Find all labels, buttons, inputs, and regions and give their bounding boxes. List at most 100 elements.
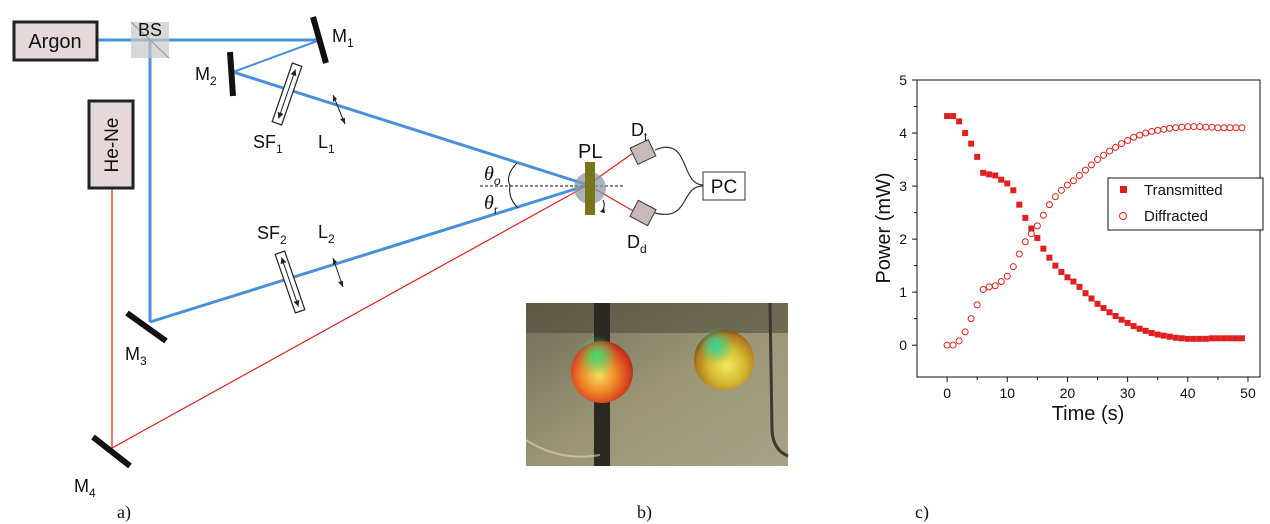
- dd-label: Dd: [627, 232, 647, 256]
- legend-marker-diffracted: [1119, 212, 1127, 220]
- transmitted-point: [1208, 335, 1215, 342]
- transmitted-point: [944, 113, 951, 120]
- diffracted-point: [1214, 124, 1222, 132]
- diffracted-point: [1238, 124, 1246, 132]
- diffracted-point: [967, 315, 975, 323]
- x-tick-label: 50: [1240, 385, 1256, 401]
- transmitted-point: [1190, 335, 1197, 342]
- m4-label: M4: [74, 476, 96, 500]
- bs-label: BS: [138, 20, 162, 40]
- diffracted-point: [1136, 131, 1144, 139]
- diffracted-point: [997, 278, 1005, 286]
- diffracted-point: [1094, 156, 1102, 164]
- diffracted-point: [1081, 166, 1089, 174]
- red-beam-m4-pl: [111, 184, 589, 449]
- pc-box: [702, 171, 746, 201]
- caption-a: a): [117, 502, 131, 523]
- detector-dt: [629, 138, 657, 166]
- diffracted-point: [1232, 124, 1240, 132]
- diffracted-point: [1100, 151, 1108, 159]
- sf2-label: SF2: [257, 223, 287, 247]
- transmitted-point: [1046, 254, 1053, 261]
- hene-label: He-Ne: [102, 118, 123, 173]
- diffracted-point: [1033, 222, 1041, 230]
- transmitted-point: [1220, 335, 1227, 342]
- diffracted-point: [961, 328, 969, 336]
- diffracted-point: [1172, 124, 1180, 132]
- transmitted-point: [1100, 305, 1107, 312]
- diffracted-point: [1154, 126, 1162, 134]
- diffracted-point: [1184, 123, 1192, 131]
- diffracted-point: [1112, 143, 1120, 151]
- caption-c: c): [915, 502, 929, 523]
- pl-label: PL: [578, 141, 602, 163]
- transmitted-point: [962, 130, 969, 137]
- mirror-m3: [125, 310, 168, 344]
- diffracted-point: [1220, 124, 1228, 132]
- transmitted-point: [1142, 327, 1149, 334]
- diffracted-point: [1069, 177, 1077, 185]
- diffracted-point: [1021, 238, 1029, 246]
- transmitted-point: [998, 176, 1005, 183]
- power-time-chart: 0 10 20 30 40 50 0 1 2 3 4 5 Time (s) Power (mW) Tr…: [873, 72, 1264, 425]
- hologram-photo: [525, 302, 789, 466]
- spatial-filter-sf1: [271, 62, 303, 126]
- dt-label: Dt: [631, 120, 648, 144]
- y-tick-label: 1: [899, 284, 907, 300]
- lens-l1: [332, 94, 346, 125]
- diffracted-point: [1166, 124, 1174, 132]
- transmitted-point: [1238, 335, 1245, 342]
- caption-b: b): [637, 502, 652, 523]
- transmitted-point: [1016, 201, 1023, 208]
- diffracted-point: [1118, 140, 1126, 148]
- mirror-m1: [310, 16, 329, 64]
- diffracted-point: [1124, 136, 1132, 144]
- legend-label-transmitted: Transmitted: [1144, 182, 1223, 199]
- transmitted-point: [1022, 214, 1029, 221]
- transmitted-point: [968, 140, 975, 147]
- transmitted-point: [986, 171, 993, 178]
- m3-label: M3: [125, 344, 147, 368]
- transmitted-point: [992, 172, 999, 179]
- cable-dd-pc: [654, 185, 704, 216]
- l2-label: L2: [318, 222, 335, 246]
- series-transmitted: [944, 113, 1245, 342]
- diffracted-point: [1045, 201, 1053, 209]
- chart-axis-ticks: 0 10 20 30 40 50 0 1 2 3 4 5: [899, 72, 1256, 401]
- diffracted-point: [1027, 230, 1035, 238]
- transmitted-point: [1130, 323, 1137, 330]
- transmitted-point: [1178, 335, 1185, 342]
- diffracted-point: [943, 341, 951, 349]
- transmitted-point: [1160, 332, 1167, 339]
- diffracted-point: [1202, 123, 1210, 131]
- transmitted-point: [1172, 334, 1179, 341]
- transmitted-point: [1058, 268, 1065, 275]
- pc-label: PC: [711, 177, 737, 198]
- transmitted-point: [956, 118, 963, 125]
- transmitted-point: [1232, 335, 1239, 342]
- theta-o-label: θo: [484, 163, 501, 188]
- y-tick-label: 4: [899, 125, 907, 141]
- diffracted-point: [1075, 171, 1083, 179]
- diffracted-point: [949, 341, 957, 349]
- x-tick-label: 0: [943, 385, 951, 401]
- spatial-filter-sf2: [274, 250, 306, 314]
- transmitted-point: [1106, 309, 1113, 316]
- argon-laser-box: [12, 20, 99, 62]
- diffracted-point: [1088, 161, 1096, 169]
- angle-arc-theta-o: [508, 162, 518, 187]
- transmitted-point: [1118, 316, 1125, 323]
- transmitted-point: [974, 153, 981, 160]
- transmitted-point: [1052, 262, 1059, 269]
- chart-legend: Transmitted Diffracted: [1107, 177, 1264, 231]
- transmitted-point: [980, 169, 987, 176]
- diffracted-point: [1015, 250, 1023, 258]
- transmitted-point: [1124, 319, 1131, 326]
- transmitted-point: [1088, 295, 1095, 302]
- diffracted-point: [1160, 125, 1168, 133]
- y-tick-label: 3: [899, 178, 907, 194]
- diffracted-point: [1208, 123, 1216, 131]
- transmitted-point: [1004, 180, 1011, 187]
- mirror-m2: [227, 51, 236, 97]
- y-tick-label: 5: [899, 72, 907, 88]
